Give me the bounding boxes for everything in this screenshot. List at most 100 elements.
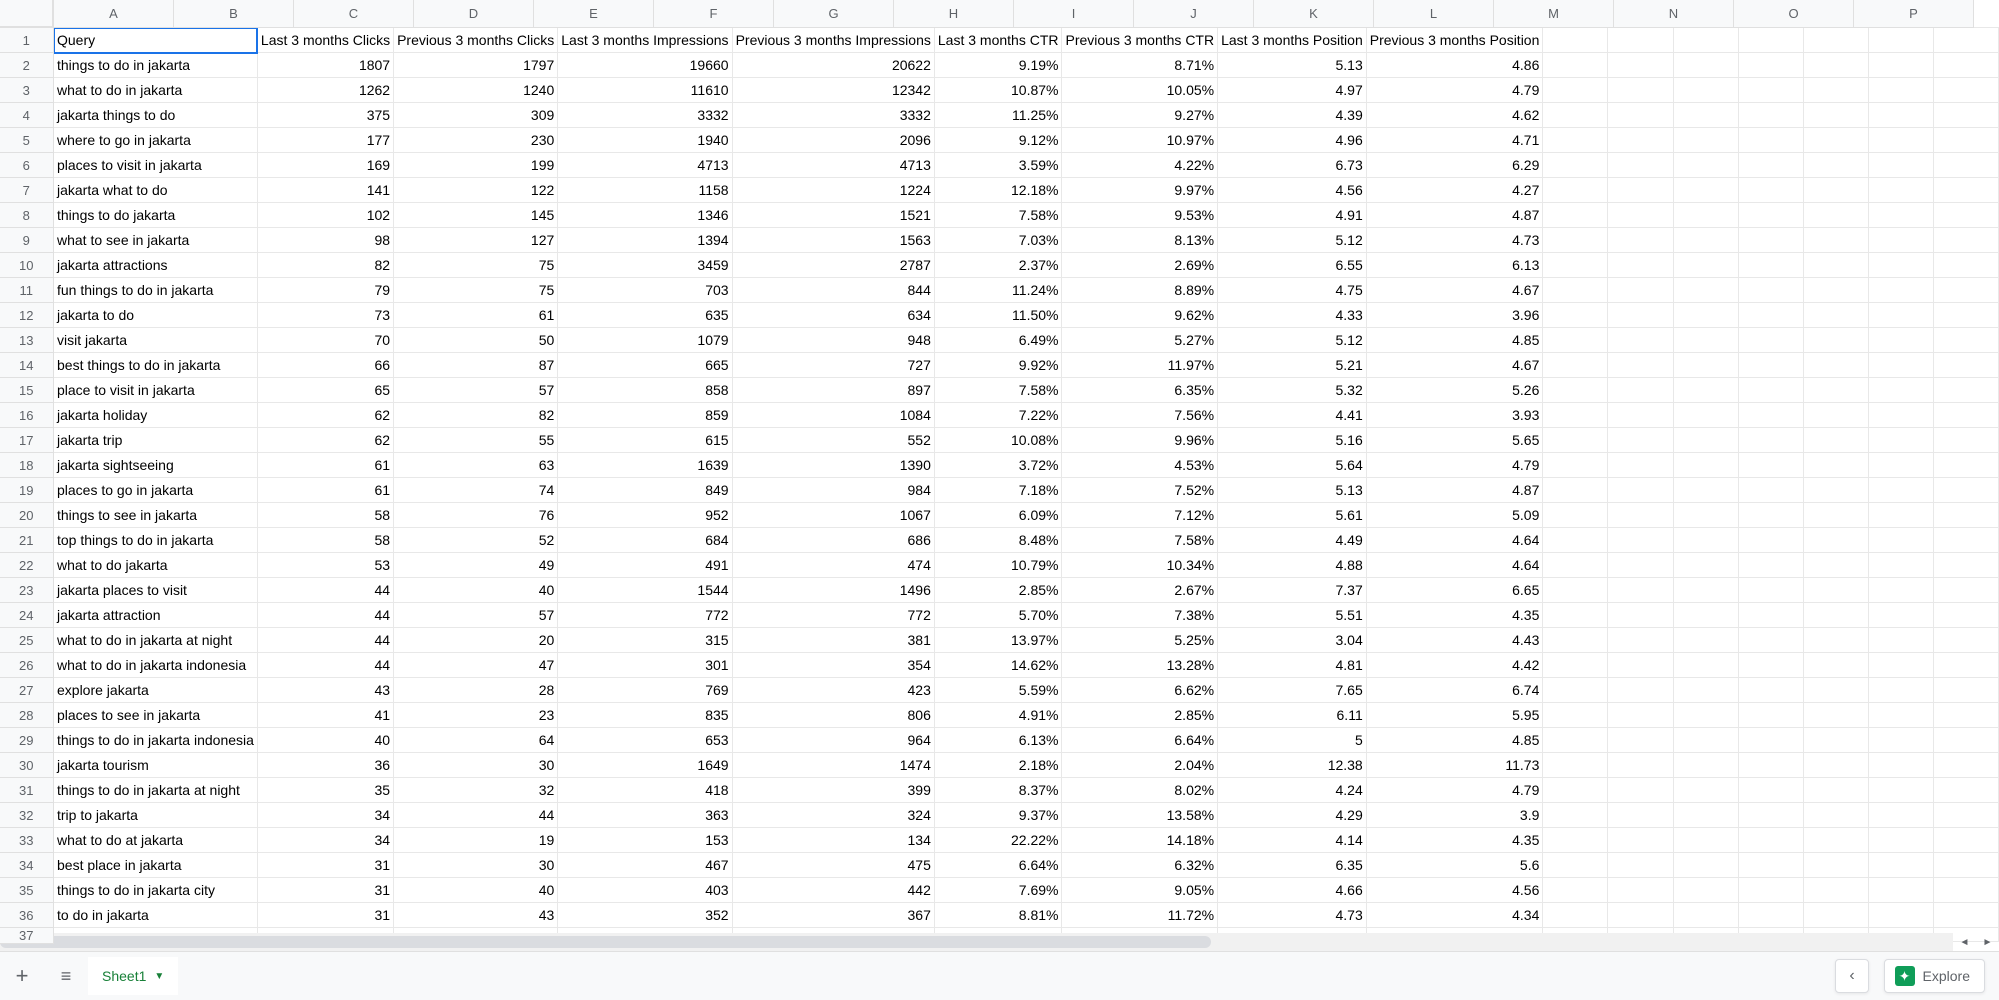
cell-G27[interactable]: 6.62% [1062,678,1218,703]
cell-H23[interactable]: 7.37 [1218,578,1367,603]
cell-O34[interactable] [1868,853,1933,878]
row-header-16[interactable]: 16 [0,403,53,428]
cell-J3[interactable] [1543,78,1608,103]
cell-J4[interactable] [1543,103,1608,128]
hscroll-right-arrow[interactable]: ► [1976,933,1999,951]
cell-G6[interactable]: 4.22% [1062,153,1218,178]
cell-B36[interactable]: 31 [257,903,393,928]
cell-K34[interactable] [1608,853,1673,878]
cell-E15[interactable]: 897 [732,378,934,403]
cell-F34[interactable]: 6.64% [934,853,1062,878]
cell-C16[interactable]: 82 [394,403,558,428]
cell-M21[interactable] [1738,528,1803,553]
cell-I30[interactable]: 11.73 [1366,753,1543,778]
cell-B7[interactable]: 141 [257,178,393,203]
cell-L27[interactable] [1673,678,1738,703]
cell-G28[interactable]: 2.85% [1062,703,1218,728]
cell-B21[interactable]: 58 [257,528,393,553]
cell-O10[interactable] [1868,253,1933,278]
cell-D26[interactable]: 301 [558,653,732,678]
row-header-30[interactable]: 30 [0,753,53,778]
cell-E29[interactable]: 964 [732,728,934,753]
cell-M16[interactable] [1738,403,1803,428]
col-header-M[interactable]: M [1494,0,1614,27]
cell-J10[interactable] [1543,253,1608,278]
select-all-corner[interactable] [0,0,53,27]
cell-L31[interactable] [1673,778,1738,803]
cell-M8[interactable] [1738,203,1803,228]
cell-C31[interactable]: 32 [394,778,558,803]
cell-K27[interactable] [1608,678,1673,703]
cell-D6[interactable]: 4713 [558,153,732,178]
cell-B29[interactable]: 40 [257,728,393,753]
cell-I6[interactable]: 6.29 [1366,153,1543,178]
cell-E19[interactable]: 984 [732,478,934,503]
cell-B32[interactable]: 34 [257,803,393,828]
cell-D5[interactable]: 1940 [558,128,732,153]
cell-L18[interactable] [1673,453,1738,478]
cell-D17[interactable]: 615 [558,428,732,453]
cell-J11[interactable] [1543,278,1608,303]
hscroll-track[interactable] [0,933,1953,951]
cell-A13[interactable]: visit jakarta [54,328,258,353]
cell-I3[interactable]: 4.79 [1366,78,1543,103]
cell-C10[interactable]: 75 [394,253,558,278]
cell-G20[interactable]: 7.12% [1062,503,1218,528]
cell-O27[interactable] [1868,678,1933,703]
cell-P33[interactable] [1933,828,1998,853]
cell-A22[interactable]: what to do jakarta [54,553,258,578]
cell-I9[interactable]: 4.73 [1366,228,1543,253]
cell-A23[interactable]: jakarta places to visit [54,578,258,603]
row-header-6[interactable]: 6 [0,153,53,178]
cell-J26[interactable] [1543,653,1608,678]
cell-P22[interactable] [1933,553,1998,578]
cell-P6[interactable] [1933,153,1998,178]
cell-B4[interactable]: 375 [257,103,393,128]
cell-A18[interactable]: jakarta sightseeing [54,453,258,478]
row-header-34[interactable]: 34 [0,853,53,878]
cell-G17[interactable]: 9.96% [1062,428,1218,453]
cell-N2[interactable] [1803,53,1868,78]
cell-E20[interactable]: 1067 [732,503,934,528]
cell-G23[interactable]: 2.67% [1062,578,1218,603]
cell-M5[interactable] [1738,128,1803,153]
cell-C7[interactable]: 122 [394,178,558,203]
cell-P8[interactable] [1933,203,1998,228]
cell-O35[interactable] [1868,878,1933,903]
cell-I11[interactable]: 4.67 [1366,278,1543,303]
cell-D10[interactable]: 3459 [558,253,732,278]
cell-C14[interactable]: 87 [394,353,558,378]
cell-L29[interactable] [1673,728,1738,753]
cell-A1[interactable]: Query [54,28,258,53]
cell-O5[interactable] [1868,128,1933,153]
cell-C5[interactable]: 230 [394,128,558,153]
cell-A9[interactable]: what to see in jakarta [54,228,258,253]
cell-K16[interactable] [1608,403,1673,428]
row-header-26[interactable]: 26 [0,653,53,678]
cell-I25[interactable]: 4.43 [1366,628,1543,653]
cell-F5[interactable]: 9.12% [934,128,1062,153]
cell-P11[interactable] [1933,278,1998,303]
cell-H20[interactable]: 5.61 [1218,503,1367,528]
cell-E17[interactable]: 552 [732,428,934,453]
cell-K8[interactable] [1608,203,1673,228]
col-header-J[interactable]: J [1134,0,1254,27]
cell-L19[interactable] [1673,478,1738,503]
cell-P19[interactable] [1933,478,1998,503]
cell-B2[interactable]: 1807 [257,53,393,78]
cell-F8[interactable]: 7.58% [934,203,1062,228]
cell-O14[interactable] [1868,353,1933,378]
cell-D33[interactable]: 153 [558,828,732,853]
cell-E2[interactable]: 20622 [732,53,934,78]
cell-P28[interactable] [1933,703,1998,728]
cell-I15[interactable]: 5.26 [1366,378,1543,403]
cell-I33[interactable]: 4.35 [1366,828,1543,853]
cell-E18[interactable]: 1390 [732,453,934,478]
cell-F9[interactable]: 7.03% [934,228,1062,253]
cell-A4[interactable]: jakarta things to do [54,103,258,128]
cell-O2[interactable] [1868,53,1933,78]
cell-K23[interactable] [1608,578,1673,603]
cell-F33[interactable]: 22.22% [934,828,1062,853]
cell-L17[interactable] [1673,428,1738,453]
cell-C15[interactable]: 57 [394,378,558,403]
